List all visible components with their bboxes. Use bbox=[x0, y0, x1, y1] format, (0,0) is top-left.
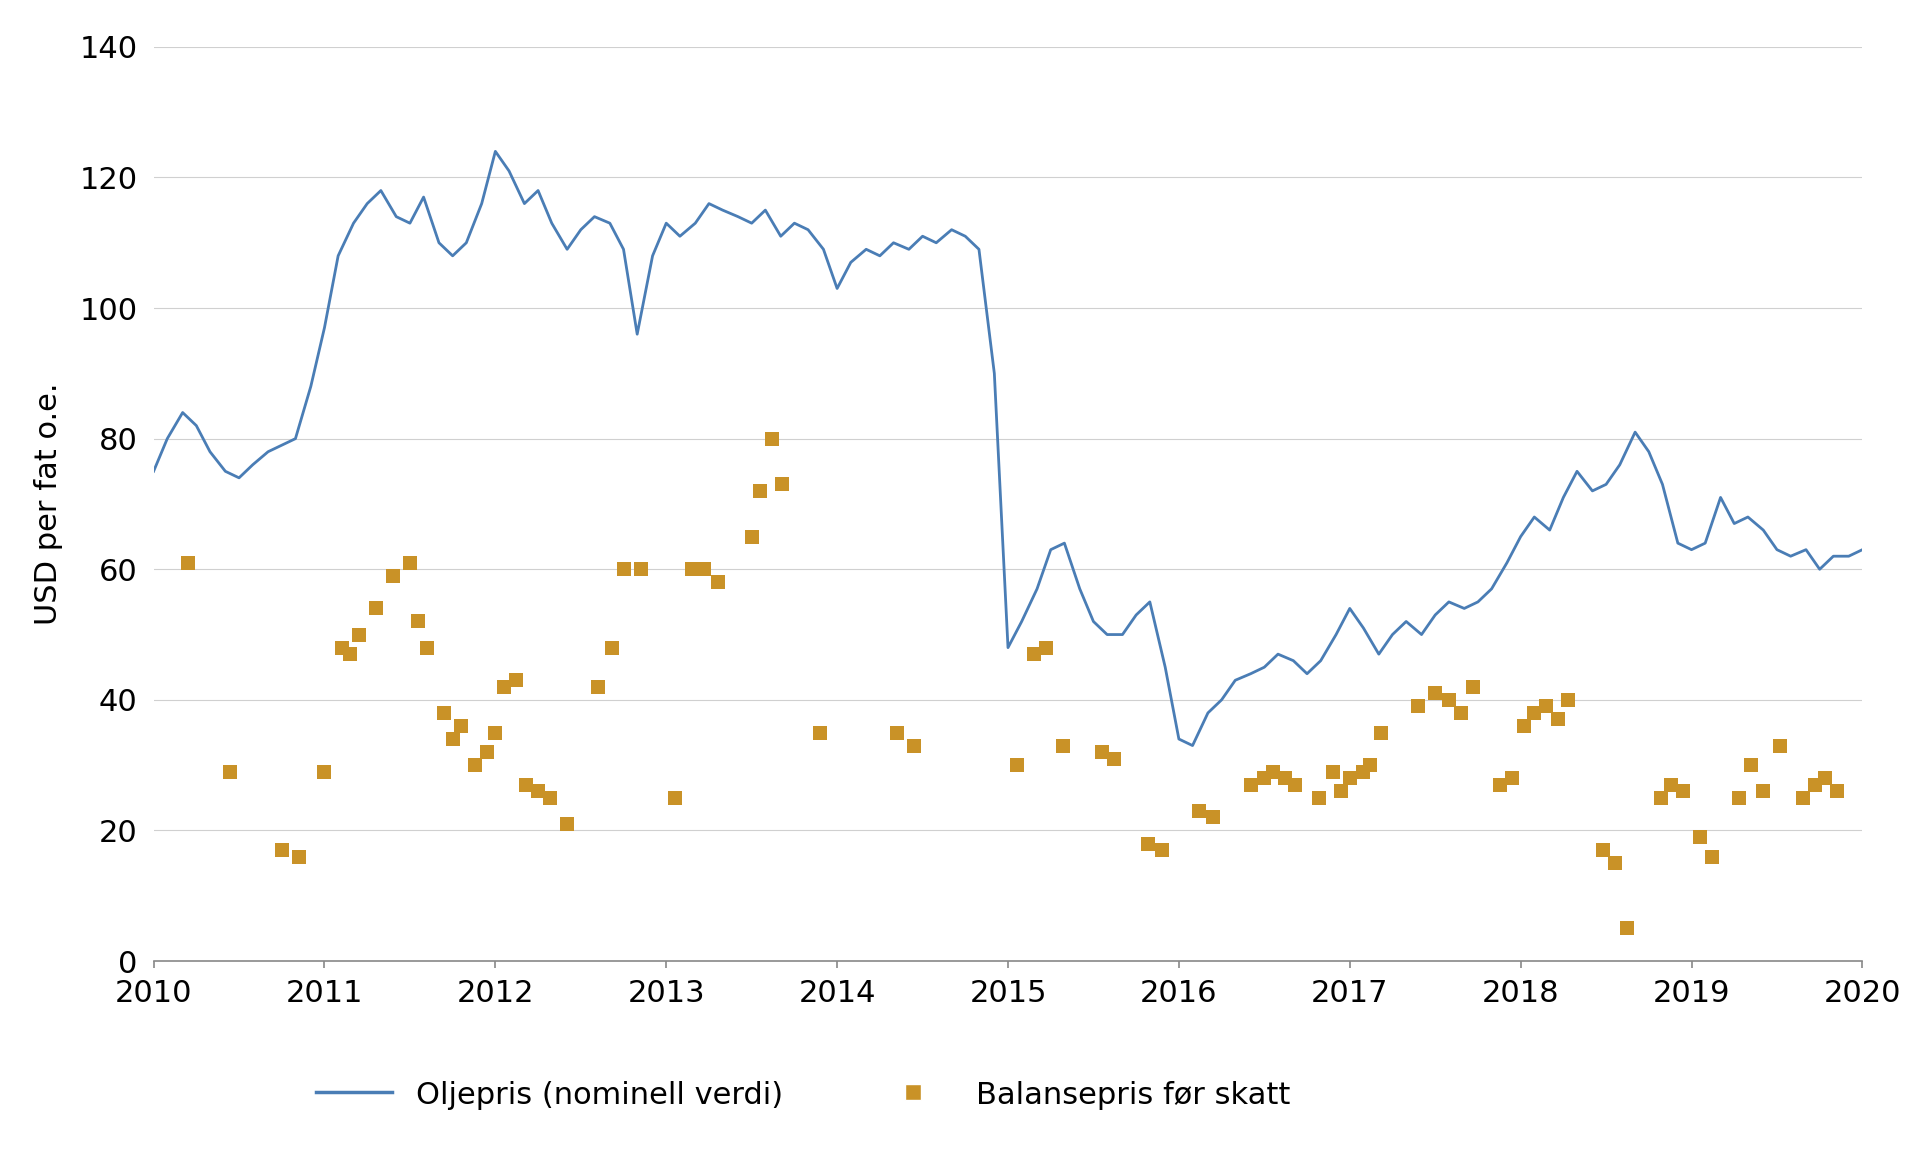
Point bbox=[344, 625, 374, 643]
Point bbox=[1419, 684, 1450, 703]
Point bbox=[609, 560, 639, 579]
Point bbox=[1250, 769, 1281, 788]
Point bbox=[703, 573, 733, 592]
Point bbox=[1185, 802, 1215, 820]
Point bbox=[1747, 782, 1778, 800]
Point bbox=[1645, 789, 1676, 808]
Point bbox=[428, 703, 459, 722]
Point bbox=[309, 762, 340, 781]
Point bbox=[534, 789, 564, 808]
Point bbox=[1599, 853, 1630, 872]
Point bbox=[1809, 769, 1839, 788]
Point bbox=[480, 723, 511, 742]
Point bbox=[438, 730, 468, 749]
Point bbox=[1018, 645, 1048, 663]
Point bbox=[1498, 769, 1528, 788]
Point bbox=[745, 482, 776, 500]
Y-axis label: USD per fat o.e.: USD per fat o.e. bbox=[35, 383, 63, 625]
Point bbox=[522, 782, 553, 800]
Point bbox=[1356, 756, 1386, 775]
Point bbox=[804, 723, 835, 742]
Point bbox=[1269, 769, 1300, 788]
Point bbox=[501, 670, 532, 689]
Point bbox=[1327, 782, 1357, 800]
Point bbox=[284, 847, 315, 866]
Point bbox=[735, 527, 766, 546]
Point bbox=[378, 566, 409, 585]
Legend: Oljepris (nominell verdi), Balansepris før skatt: Oljepris (nominell verdi), Balansepris f… bbox=[303, 1068, 1302, 1123]
Point bbox=[626, 560, 657, 579]
Point bbox=[1655, 776, 1686, 795]
Point bbox=[411, 639, 442, 657]
Point bbox=[1098, 749, 1129, 768]
Point bbox=[1697, 847, 1728, 866]
Point bbox=[267, 840, 298, 859]
Point bbox=[1046, 736, 1077, 755]
Point bbox=[1000, 756, 1031, 775]
Point bbox=[1133, 834, 1164, 853]
Point bbox=[1235, 776, 1265, 795]
Point bbox=[394, 553, 424, 572]
Point bbox=[1304, 789, 1334, 808]
Point bbox=[551, 815, 582, 833]
Point bbox=[597, 639, 628, 657]
Point bbox=[1799, 776, 1830, 795]
Point bbox=[488, 677, 518, 696]
Point bbox=[173, 553, 204, 572]
Point bbox=[445, 716, 476, 735]
Point bbox=[1519, 703, 1549, 722]
Point bbox=[334, 645, 365, 663]
Point bbox=[1530, 697, 1561, 716]
Point bbox=[899, 736, 929, 755]
Point bbox=[511, 776, 541, 795]
Point bbox=[1198, 808, 1229, 826]
Point bbox=[1788, 789, 1818, 808]
Point bbox=[1031, 639, 1062, 657]
Point bbox=[1736, 756, 1766, 775]
Point bbox=[1146, 840, 1177, 859]
Point bbox=[1684, 827, 1715, 846]
Point bbox=[881, 723, 912, 742]
Point bbox=[1258, 762, 1288, 781]
Point bbox=[1544, 710, 1574, 729]
Point bbox=[361, 599, 392, 618]
Point bbox=[659, 789, 689, 808]
Point bbox=[1764, 736, 1795, 755]
Point bbox=[1588, 840, 1619, 859]
Point bbox=[459, 756, 490, 775]
Point bbox=[1087, 743, 1117, 762]
Point bbox=[676, 560, 707, 579]
Point bbox=[1668, 782, 1699, 800]
Point bbox=[403, 612, 434, 631]
Point bbox=[1457, 677, 1488, 696]
Point bbox=[1822, 782, 1853, 800]
Point bbox=[215, 762, 246, 781]
Point bbox=[1348, 762, 1379, 781]
Point bbox=[1281, 776, 1311, 795]
Point bbox=[472, 743, 503, 762]
Point bbox=[1434, 690, 1465, 709]
Point bbox=[1724, 789, 1755, 808]
Point bbox=[1446, 703, 1476, 722]
Point bbox=[768, 475, 799, 493]
Point bbox=[326, 639, 357, 657]
Point bbox=[1317, 762, 1348, 781]
Point bbox=[1334, 769, 1365, 788]
Point bbox=[689, 560, 720, 579]
Point bbox=[1484, 776, 1515, 795]
Point bbox=[582, 677, 612, 696]
Point bbox=[1509, 716, 1540, 735]
Point bbox=[756, 429, 787, 448]
Point bbox=[1404, 697, 1434, 716]
Point bbox=[1365, 723, 1396, 742]
Point bbox=[1553, 690, 1584, 709]
Point bbox=[1611, 919, 1642, 938]
